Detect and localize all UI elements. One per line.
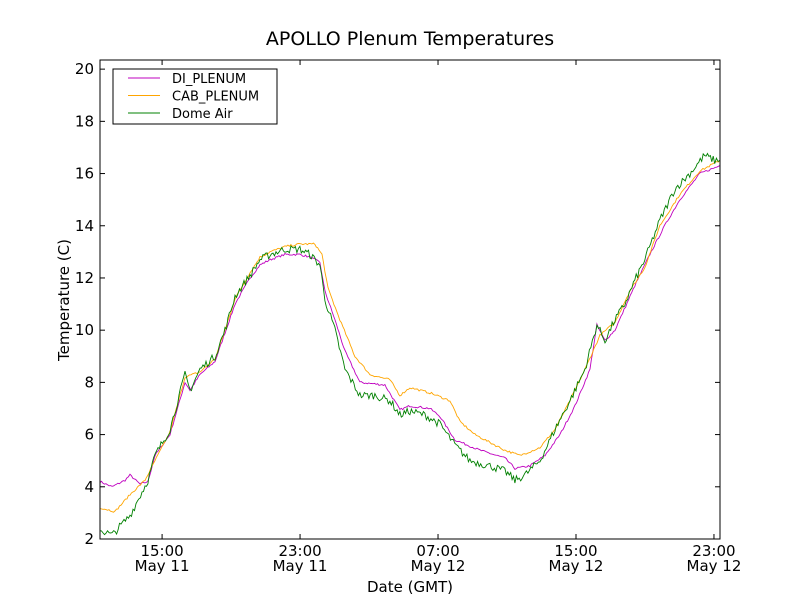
x-tick-label: 23:00 <box>278 542 321 560</box>
series-line-di-plenum <box>99 165 720 487</box>
chart-title: APOLLO Plenum Temperatures <box>266 28 554 50</box>
y-tick-label: 6 <box>84 426 94 444</box>
y-tick-label: 4 <box>84 478 94 496</box>
x-tick-date-label: May 12 <box>549 557 604 575</box>
x-tick-date-label: May 11 <box>135 557 190 575</box>
x-tick-label: 23:00 <box>692 542 735 560</box>
y-tick-label: 20 <box>75 60 94 78</box>
y-axis-label: Temperature (C) <box>55 239 73 362</box>
x-tick-label: 15:00 <box>140 542 183 560</box>
legend-label: DI_PLENUM <box>172 72 246 87</box>
y-tick-label: 2 <box>84 530 94 548</box>
x-tick-date-label: May 12 <box>411 557 466 575</box>
x-tick-date-label: May 12 <box>687 557 742 575</box>
x-axis-label: Date (GMT) <box>367 578 453 596</box>
legend-label: Dome Air <box>172 107 233 122</box>
y-tick-label: 12 <box>75 269 94 287</box>
plot-frame <box>99 59 721 540</box>
legend-label: CAB_PLENUM <box>172 90 259 105</box>
y-tick-label: 14 <box>75 217 94 235</box>
legend: DI_PLENUM CAB_PLENUM Dome Air <box>112 68 278 125</box>
series-line-cab-plenum <box>99 160 721 513</box>
x-tick-label: 07:00 <box>416 542 459 560</box>
y-tick-label: 18 <box>75 112 94 130</box>
y-tick-label: 8 <box>84 373 94 391</box>
x-tick-label: 15:00 <box>554 542 597 560</box>
y-tick-label: 16 <box>75 165 94 183</box>
series-line-dome-air <box>99 152 721 536</box>
y-tick-label: 10 <box>75 321 94 339</box>
series-layer <box>99 152 721 536</box>
x-tick-date-label: May 11 <box>273 557 328 575</box>
